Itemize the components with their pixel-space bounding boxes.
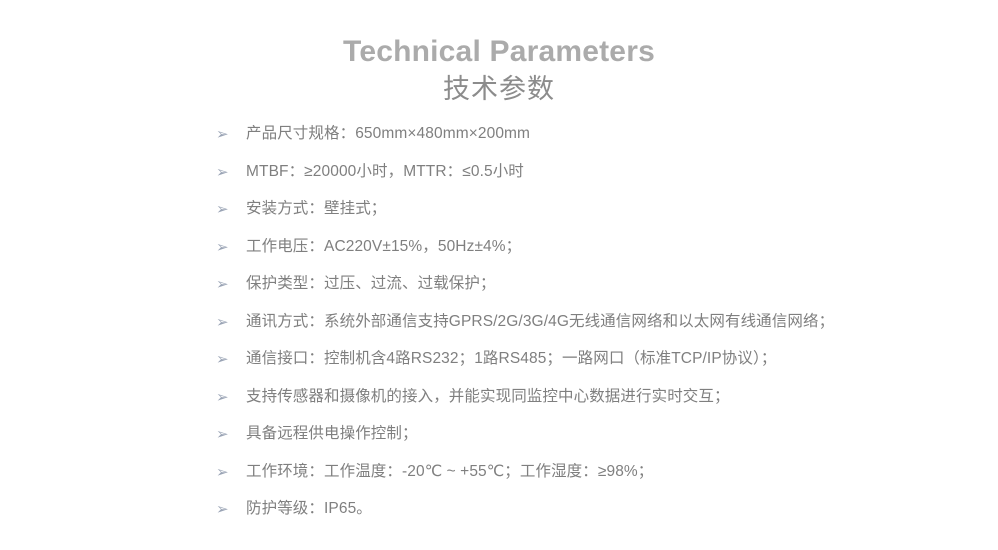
spec-text: 通信接口：控制机含4路RS232；1路RS485；一路网口（标准TCP/IP协议… (246, 350, 777, 367)
list-item: ➢ 产品尺寸规格：650mm×480mm×200mm (216, 123, 986, 161)
spec-text: 保护类型：过压、过流、过载保护； (246, 275, 496, 292)
list-item: ➢ MTBF：≥20000小时，MTTR：≤0.5小时 (216, 161, 986, 199)
arrow-bullet-icon: ➢ (216, 500, 229, 518)
spec-text: 通讯方式：系统外部通信支持GPRS/2G/3G/4G无线通信网络和以太网有线通信… (246, 312, 835, 330)
page-header: Technical Parameters 技术参数 (0, 0, 998, 106)
spec-text: 安装方式：壁挂式； (246, 200, 387, 217)
spec-text: MTBF：≥20000小时，MTTR：≤0.5小时 (246, 162, 524, 180)
list-item: ➢ 保护类型：过压、过流、过载保护； (216, 273, 986, 311)
list-item: ➢ 具备远程供电操作控制； (216, 423, 986, 461)
list-item: ➢ 工作环境：工作温度：-20℃ ~ +55℃；工作湿度：≥98%； (216, 461, 986, 499)
list-item: ➢ 防护等级：IP65。 (216, 498, 986, 536)
arrow-bullet-icon: ➢ (216, 200, 229, 218)
list-item: ➢ 支持传感器和摄像机的接入，并能实现同监控中心数据进行实时交互； (216, 386, 986, 424)
list-item: ➢ 工作电压：AC220V±15%，50Hz±4%； (216, 236, 986, 274)
arrow-bullet-icon: ➢ (216, 425, 229, 443)
spec-text: 防护等级：IP65。 (246, 500, 372, 517)
list-item: ➢ 通讯方式：系统外部通信支持GPRS/2G/3G/4G无线通信网络和以太网有线… (216, 311, 986, 349)
spec-text: 产品尺寸规格：650mm×480mm×200mm (246, 125, 531, 142)
arrow-bullet-icon: ➢ (216, 462, 229, 481)
spec-text: 工作环境：工作温度：-20℃ ~ +55℃；工作湿度：≥98%； (246, 462, 654, 480)
arrow-bullet-icon: ➢ (216, 275, 229, 293)
arrow-bullet-icon: ➢ (216, 387, 229, 406)
arrow-bullet-icon: ➢ (216, 162, 229, 181)
list-item: ➢ 安装方式：壁挂式； (216, 198, 986, 236)
page-title-chinese: 技术参数 (443, 74, 555, 104)
list-item: ➢ 通信接口：控制机含4路RS232；1路RS485；一路网口（标准TCP/IP… (216, 348, 986, 386)
specification-list: ➢ 产品尺寸规格：650mm×480mm×200mm ➢ MTBF：≥20000… (216, 123, 986, 536)
arrow-bullet-icon: ➢ (216, 237, 229, 256)
arrow-bullet-icon: ➢ (216, 312, 229, 331)
page-title-english: Technical Parameters (343, 35, 655, 68)
arrow-bullet-icon: ➢ (216, 350, 229, 368)
spec-text: 工作电压：AC220V±15%，50Hz±4%； (246, 237, 522, 255)
spec-text: 具备远程供电操作控制； (246, 425, 418, 442)
arrow-bullet-icon: ➢ (216, 125, 229, 143)
spec-text: 支持传感器和摄像机的接入，并能实现同监控中心数据进行实时交互； (246, 387, 730, 405)
